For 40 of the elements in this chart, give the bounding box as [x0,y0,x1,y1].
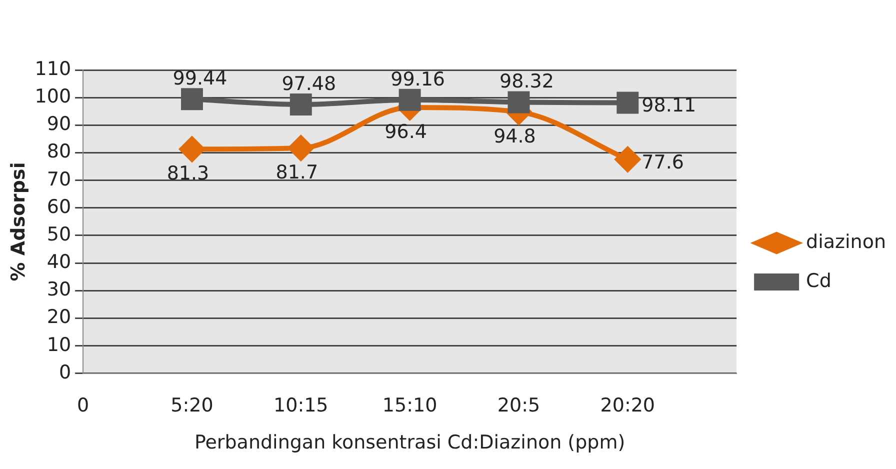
y-tick-label: 50 [46,223,72,246]
y-tick-label: 0 [58,361,72,384]
point [180,88,203,110]
point [615,146,640,172]
y-tick-label: 90 [46,113,72,136]
data-label: 81.3 [166,162,210,185]
x-axis-title: Perbandingan konsentrasi Cd:Diazinon (ppm) [194,432,626,454]
data-label: 98.32 [500,70,554,93]
point [179,136,204,162]
point [398,88,421,111]
x-tick-label: 20:20 [600,394,656,417]
y-tick-label: 20 [46,306,72,328]
x-tick-label: 0 [77,394,90,417]
point [508,91,530,114]
legend-label: Cd [806,270,832,292]
y-axis-title: % Adsorpsi [7,162,30,282]
point [290,94,312,116]
y-tick-label: 80 [46,140,72,163]
point [616,92,639,114]
y-tick-label: 100 [34,86,72,108]
x-tick-label: 20:5 [497,394,540,417]
data-label: 97.48 [282,72,336,95]
x-tick-label: 5:20 [170,394,214,417]
data-label: 99.16 [390,68,446,90]
data-label: 98.11 [642,94,696,117]
data-label: 81.7 [276,161,318,184]
point [288,136,314,161]
y-tick-label: 60 [46,196,72,218]
data-label: 77.6 [642,151,684,174]
x-tick-label: 15:10 [382,394,438,417]
data-label: 96.4 [384,120,427,143]
y-tick-label: 110 [34,58,72,80]
legend-label: diazinon [806,230,886,253]
y-tick-label: 70 [46,168,72,190]
x-tick-label: 10:15 [274,394,328,417]
y-tick-label: 10 [46,334,72,356]
y-tick-label: 40 [46,251,72,274]
data-label: 99.44 [172,68,228,90]
data-label: 94.8 [494,125,536,148]
y-tick-label: 30 [46,278,72,301]
